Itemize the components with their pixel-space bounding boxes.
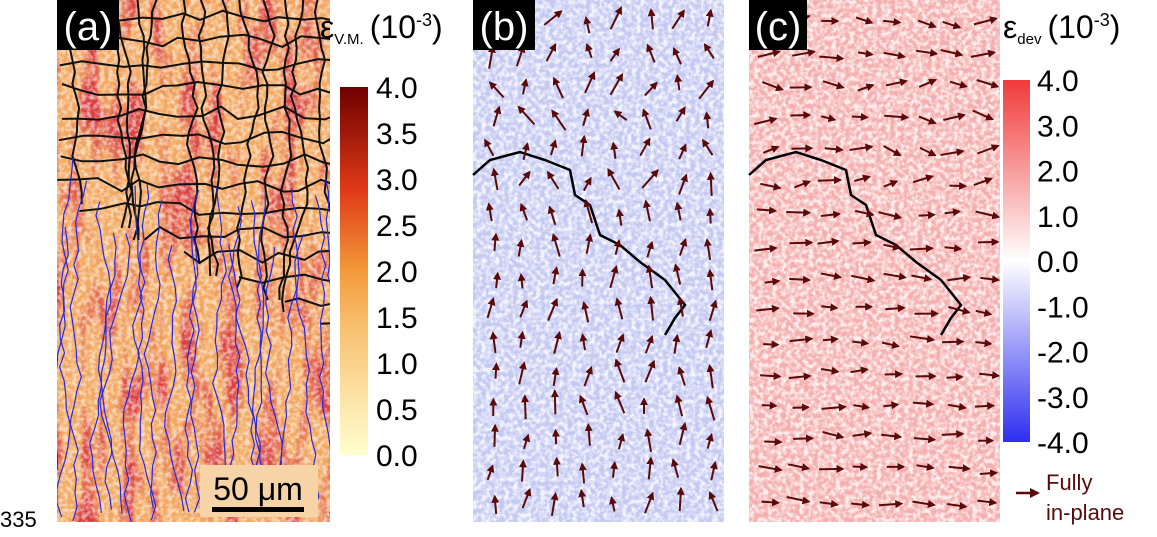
arrow: [496, 364, 497, 379]
tick-label: 3.5: [376, 118, 418, 151]
map-texture: [473, 0, 724, 522]
colorbar: [1003, 80, 1030, 442]
arrow: [823, 339, 837, 340]
tick-label: 2.0: [376, 256, 418, 289]
panel-label: (a): [64, 5, 113, 49]
arrow: [978, 242, 998, 243]
scale-label: 50 μm: [213, 471, 303, 507]
panel-label: (c): [755, 5, 802, 49]
close: ): [432, 9, 443, 45]
arrow: [793, 407, 809, 408]
map-texture: [749, 0, 1000, 522]
arrow: [919, 215, 935, 216]
arrow: [789, 279, 809, 280]
legend-text: in-plane: [1046, 500, 1124, 525]
arrow: [790, 243, 812, 244]
colorbar: [340, 87, 368, 455]
arrow: [711, 173, 712, 196]
tick-label: 3.0: [1037, 110, 1079, 143]
tick-label: 4.0: [376, 72, 418, 105]
arrow: [763, 344, 778, 345]
arrow: [680, 488, 681, 511]
arrow: [791, 148, 811, 149]
arrow: [853, 467, 867, 468]
tick-label: 2.5: [376, 210, 418, 243]
arrow: [818, 180, 841, 181]
arrow: [942, 342, 963, 343]
arrow: [975, 406, 994, 407]
tick-label: -3.0: [1037, 382, 1089, 415]
arrow: [525, 396, 526, 419]
arrow: [710, 209, 711, 223]
arrow: [762, 405, 776, 406]
close: ): [1110, 9, 1121, 45]
arrow: [853, 242, 871, 243]
unit: (10: [370, 9, 416, 45]
exponent: -3: [416, 10, 432, 30]
arrow: [556, 430, 557, 444]
grain-boundary: [42, 0, 58, 192]
arrow: [793, 438, 812, 439]
tick-label: 0.5: [376, 394, 418, 427]
symbol: ε: [320, 9, 334, 45]
arrow: [885, 374, 902, 375]
arrow: [942, 434, 963, 435]
arrow: [980, 473, 997, 474]
tick-label: 0.0: [1037, 246, 1079, 279]
subscript: V.M.: [334, 31, 363, 48]
tick-label: 4.0: [1037, 65, 1079, 98]
arrow: [949, 186, 965, 187]
subscript: dev: [1017, 31, 1042, 48]
arrow: [494, 425, 495, 447]
exponent: -3: [1094, 10, 1110, 30]
arrow: [760, 375, 780, 376]
arrow: [764, 442, 781, 443]
panel-b: [473, 0, 724, 522]
legend-text: Fully: [1046, 470, 1092, 495]
unit: (10: [1047, 9, 1093, 45]
arrow: [910, 248, 932, 249]
arrow: [947, 377, 963, 378]
arrow: [852, 117, 867, 118]
arrow: [762, 502, 779, 503]
grain-boundary: [321, 323, 338, 324]
tick-label: 0.0: [376, 440, 418, 473]
tick-label: -4.0: [1037, 427, 1089, 460]
corner-number: 335: [0, 507, 37, 532]
arrow: [555, 391, 556, 415]
symbol: ε: [1003, 9, 1017, 45]
tick-label: 2.0: [1037, 156, 1079, 189]
panel-a: [42, 0, 350, 522]
tick-label: 1.5: [376, 302, 418, 335]
arrow: [791, 115, 810, 116]
tick-label: -1.0: [1037, 291, 1089, 324]
arrow: [557, 458, 558, 476]
arrow: [522, 461, 523, 482]
colorbar-title: εdev (10-3): [1003, 9, 1120, 48]
panel-label: (b): [480, 5, 529, 49]
scale-bar: [212, 507, 304, 512]
arrow: [786, 212, 809, 213]
tick-label: 1.0: [376, 348, 418, 381]
colorbar-title: εV.M. (10-3): [320, 9, 443, 48]
tick-label: -2.0: [1037, 337, 1089, 370]
tick-label: 3.0: [376, 164, 418, 197]
tick-label: 1.0: [1037, 201, 1079, 234]
panel-c: [749, 0, 1000, 522]
